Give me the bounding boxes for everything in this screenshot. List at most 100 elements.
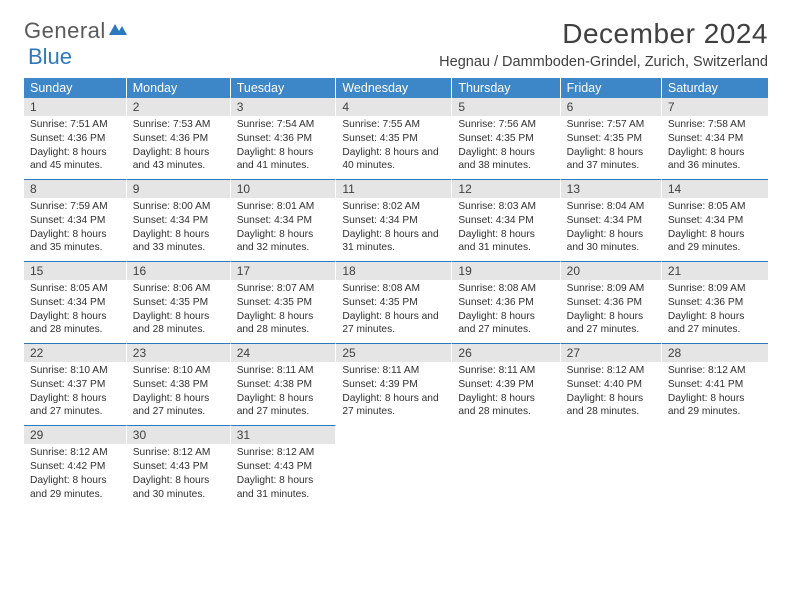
day-number: 8 xyxy=(24,179,127,198)
day-header: Monday xyxy=(127,78,231,98)
day-data-row: Sunrise: 7:51 AMSunset: 4:36 PMDaylight:… xyxy=(24,116,768,179)
day-number: 26 xyxy=(452,343,560,362)
daylight-line: Daylight: 8 hours and 27 minutes. xyxy=(237,392,330,420)
daylight-line: Daylight: 8 hours and 29 minutes. xyxy=(668,392,762,420)
sunrise-line: Sunrise: 8:11 AM xyxy=(237,364,330,378)
sunset-line: Sunset: 4:34 PM xyxy=(237,214,330,228)
day-number: 1 xyxy=(24,98,127,116)
sunrise-line: Sunrise: 7:57 AM xyxy=(567,118,655,132)
sunset-line: Sunset: 4:34 PM xyxy=(458,214,553,228)
daylight-line: Daylight: 8 hours and 30 minutes. xyxy=(133,474,224,502)
day-cell: Sunrise: 7:54 AMSunset: 4:36 PMDaylight:… xyxy=(231,116,337,179)
calendar-body: 1234567Sunrise: 7:51 AMSunset: 4:36 PMDa… xyxy=(24,98,768,507)
daylight-line: Daylight: 8 hours and 27 minutes. xyxy=(567,310,655,338)
sunrise-line: Sunrise: 8:04 AM xyxy=(567,200,655,214)
day-header: Thursday xyxy=(452,78,560,98)
day-number: 24 xyxy=(231,343,337,362)
day-number: 22 xyxy=(24,343,127,362)
day-cell: Sunrise: 8:08 AMSunset: 4:35 PMDaylight:… xyxy=(336,280,452,343)
day-cell xyxy=(662,444,768,507)
day-header-row: Sunday Monday Tuesday Wednesday Thursday… xyxy=(24,78,768,98)
sunset-line: Sunset: 4:35 PM xyxy=(237,296,330,310)
day-cell: Sunrise: 8:05 AMSunset: 4:34 PMDaylight:… xyxy=(24,280,127,343)
sunrise-line: Sunrise: 8:05 AM xyxy=(668,200,762,214)
daylight-line: Daylight: 8 hours and 45 minutes. xyxy=(30,146,120,174)
day-number: 16 xyxy=(127,261,231,280)
day-number: 5 xyxy=(452,98,560,116)
daylight-line: Daylight: 8 hours and 27 minutes. xyxy=(133,392,224,420)
sunset-line: Sunset: 4:35 PM xyxy=(133,296,224,310)
day-number: 15 xyxy=(24,261,127,280)
daylight-line: Daylight: 8 hours and 28 minutes. xyxy=(567,392,655,420)
day-number xyxy=(452,425,560,444)
day-cell xyxy=(561,444,662,507)
daylight-line: Daylight: 8 hours and 29 minutes. xyxy=(30,474,120,502)
daylight-line: Daylight: 8 hours and 27 minutes. xyxy=(458,310,553,338)
sunrise-line: Sunrise: 8:05 AM xyxy=(30,282,120,296)
day-number-row: 891011121314 xyxy=(24,179,768,198)
day-cell: Sunrise: 7:56 AMSunset: 4:35 PMDaylight:… xyxy=(452,116,560,179)
day-number: 31 xyxy=(231,425,337,444)
day-header: Friday xyxy=(561,78,662,98)
day-number: 23 xyxy=(127,343,231,362)
daylight-line: Daylight: 8 hours and 35 minutes. xyxy=(30,228,120,256)
sunset-line: Sunset: 4:34 PM xyxy=(668,214,762,228)
sunset-line: Sunset: 4:34 PM xyxy=(30,214,120,228)
day-number: 27 xyxy=(561,343,662,362)
day-data-row: Sunrise: 8:05 AMSunset: 4:34 PMDaylight:… xyxy=(24,280,768,343)
location-line: Hegnau / Dammboden-Grindel, Zurich, Swit… xyxy=(439,54,768,70)
daylight-line: Daylight: 8 hours and 27 minutes. xyxy=(342,392,445,420)
day-cell: Sunrise: 8:08 AMSunset: 4:36 PMDaylight:… xyxy=(452,280,560,343)
daylight-line: Daylight: 8 hours and 28 minutes. xyxy=(237,310,330,338)
day-number: 20 xyxy=(561,261,662,280)
sunrise-line: Sunrise: 7:58 AM xyxy=(668,118,762,132)
day-cell: Sunrise: 8:01 AMSunset: 4:34 PMDaylight:… xyxy=(231,198,337,261)
sunset-line: Sunset: 4:41 PM xyxy=(668,378,762,392)
sunrise-line: Sunrise: 8:12 AM xyxy=(133,446,224,460)
day-number: 19 xyxy=(452,261,560,280)
page-header: General December 2024 Hegnau / Dammboden… xyxy=(24,18,768,70)
sunrise-line: Sunrise: 8:09 AM xyxy=(668,282,762,296)
daylight-line: Daylight: 8 hours and 38 minutes. xyxy=(458,146,553,174)
day-number: 3 xyxy=(231,98,337,116)
logo-flag-icon xyxy=(106,18,128,44)
daylight-line: Daylight: 8 hours and 31 minutes. xyxy=(458,228,553,256)
daylight-line: Daylight: 8 hours and 31 minutes. xyxy=(342,228,445,256)
day-header: Sunday xyxy=(24,78,127,98)
sunrise-line: Sunrise: 8:07 AM xyxy=(237,282,330,296)
sunrise-line: Sunrise: 8:12 AM xyxy=(237,446,330,460)
sunrise-line: Sunrise: 7:59 AM xyxy=(30,200,120,214)
daylight-line: Daylight: 8 hours and 27 minutes. xyxy=(668,310,762,338)
daylight-line: Daylight: 8 hours and 28 minutes. xyxy=(30,310,120,338)
logo: General xyxy=(24,18,128,44)
sunrise-line: Sunrise: 7:51 AM xyxy=(30,118,120,132)
daylight-line: Daylight: 8 hours and 28 minutes. xyxy=(133,310,224,338)
daylight-line: Daylight: 8 hours and 27 minutes. xyxy=(30,392,120,420)
sunrise-line: Sunrise: 8:09 AM xyxy=(567,282,655,296)
day-number: 13 xyxy=(561,179,662,198)
day-cell: Sunrise: 8:07 AMSunset: 4:35 PMDaylight:… xyxy=(231,280,337,343)
sunrise-line: Sunrise: 8:00 AM xyxy=(133,200,224,214)
day-cell: Sunrise: 8:11 AMSunset: 4:38 PMDaylight:… xyxy=(231,362,337,425)
day-number: 12 xyxy=(452,179,560,198)
day-number: 6 xyxy=(561,98,662,116)
day-number: 29 xyxy=(24,425,127,444)
day-number: 21 xyxy=(662,261,768,280)
sunset-line: Sunset: 4:38 PM xyxy=(237,378,330,392)
month-title: December 2024 xyxy=(439,18,768,50)
sunset-line: Sunset: 4:35 PM xyxy=(342,132,445,146)
day-cell: Sunrise: 8:00 AMSunset: 4:34 PMDaylight:… xyxy=(127,198,231,261)
day-number: 30 xyxy=(127,425,231,444)
day-cell: Sunrise: 8:10 AMSunset: 4:38 PMDaylight:… xyxy=(127,362,231,425)
day-number: 11 xyxy=(336,179,452,198)
logo-text-1: General xyxy=(24,18,106,44)
sunset-line: Sunset: 4:34 PM xyxy=(567,214,655,228)
day-number xyxy=(336,425,452,444)
calendar-page: General December 2024 Hegnau / Dammboden… xyxy=(0,0,792,507)
day-number-row: 22232425262728 xyxy=(24,343,768,362)
day-cell: Sunrise: 8:12 AMSunset: 4:40 PMDaylight:… xyxy=(561,362,662,425)
sunset-line: Sunset: 4:40 PM xyxy=(567,378,655,392)
sunrise-line: Sunrise: 7:55 AM xyxy=(342,118,445,132)
day-cell: Sunrise: 8:12 AMSunset: 4:43 PMDaylight:… xyxy=(231,444,337,507)
sunset-line: Sunset: 4:35 PM xyxy=(458,132,553,146)
